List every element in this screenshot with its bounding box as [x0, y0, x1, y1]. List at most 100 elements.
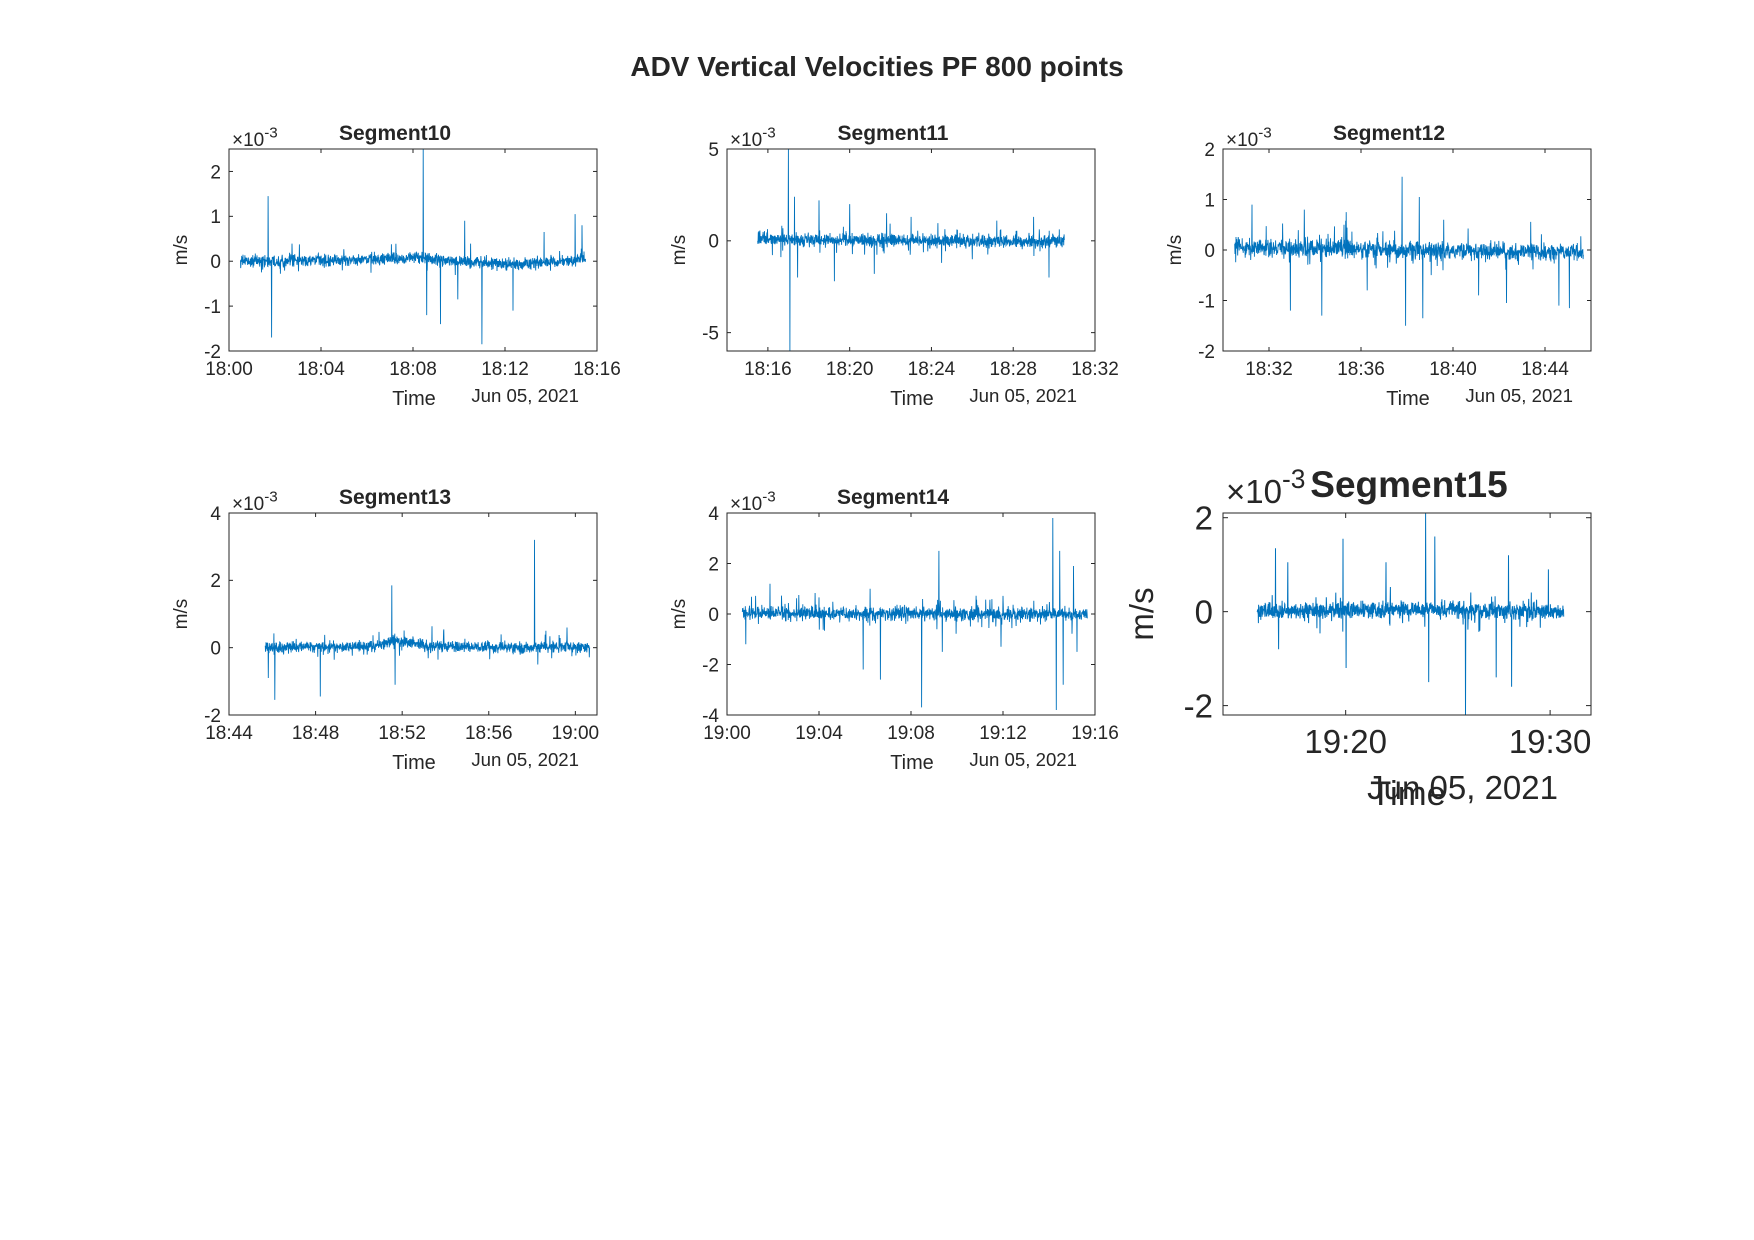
- series-line: [1234, 176, 1584, 326]
- series-line: [1256, 513, 1565, 715]
- x-tick-label: 18:08: [389, 359, 437, 380]
- x-axis-label: Time: [890, 388, 934, 410]
- x-tick-label: 18:44: [1521, 359, 1569, 380]
- y-tick-label: 0: [708, 232, 719, 253]
- y-tick-label: 0: [1204, 241, 1215, 262]
- subplot-2: -5 0 5 18:16 18:20 18:24 18:28 18:32 Segment11 ×1…: [669, 122, 1119, 410]
- y-exponent-power: -3: [264, 124, 278, 141]
- y-tick-label: 4: [708, 504, 719, 525]
- figure-title: ADV Vertical Velocities PF 800 points: [630, 51, 1123, 82]
- y-exponent-power: -3: [762, 124, 776, 141]
- series-line: [240, 149, 586, 345]
- x-axis-label: Time: [1386, 388, 1430, 410]
- x-tick-label: 19:00: [703, 723, 751, 744]
- y-exponent-label: ×10-3: [730, 124, 776, 151]
- plot-area: [229, 149, 597, 351]
- x-tick-label: 18:44: [205, 723, 253, 744]
- y-axis-label: m/s: [669, 599, 690, 630]
- x-tick-label: 19:16: [1071, 723, 1119, 744]
- x-tick-label: 19:20: [1304, 723, 1387, 760]
- y-tick-label: 0: [708, 605, 719, 626]
- y-exponent-base: ×10: [730, 130, 762, 151]
- subplot-title: Segment12: [1333, 122, 1445, 145]
- x-tick-label: 18:52: [378, 723, 426, 744]
- y-exponent-label: ×10-3: [232, 488, 278, 515]
- x-axis-label: Time: [1370, 775, 1446, 813]
- y-exponent-base: ×10: [730, 494, 762, 515]
- y-exponent-base: ×10: [232, 494, 264, 515]
- x-tick-label: 18:32: [1245, 359, 1293, 380]
- subplot-title: Segment15: [1310, 464, 1507, 505]
- y-tick-label: 2: [210, 571, 221, 592]
- series-line: [741, 517, 1088, 711]
- y-exponent-label: ×10-3: [1226, 124, 1272, 151]
- x-date-label: Jun 05, 2021: [969, 385, 1077, 406]
- y-exponent-base: ×10: [232, 130, 264, 151]
- subplot-title: Segment13: [339, 486, 451, 509]
- plot-area: [229, 513, 597, 715]
- y-tick-label: -1: [1198, 291, 1215, 312]
- series-line: [757, 149, 1065, 351]
- y-exponent-label: ×10-3: [1226, 464, 1305, 510]
- y-axis-label: m/s: [1123, 587, 1160, 640]
- y-tick-label: -2: [1198, 342, 1215, 363]
- y-tick-label: 2: [1204, 140, 1215, 161]
- x-tick-label: 18:32: [1071, 359, 1119, 380]
- x-tick-label: 18:48: [292, 723, 340, 744]
- axes-box: [726, 148, 1096, 352]
- y-tick-label: 0: [210, 252, 221, 273]
- y-tick-label: 5: [708, 140, 719, 161]
- y-exponent-base: ×10: [1226, 473, 1282, 510]
- y-exponent-power: -3: [1282, 464, 1305, 494]
- y-tick-label: 1: [210, 207, 221, 228]
- x-axis-label: Time: [392, 752, 436, 774]
- y-axis-label: m/s: [171, 235, 192, 266]
- y-axis-label: m/s: [669, 235, 690, 266]
- x-date-label: Jun 05, 2021: [1367, 769, 1558, 806]
- y-exponent-power: -3: [264, 488, 278, 505]
- x-date-label: Jun 05, 2021: [969, 749, 1077, 770]
- x-tick-label: 18:16: [573, 359, 621, 380]
- y-exponent-label: ×10-3: [730, 488, 776, 515]
- x-tick-label: 18:16: [744, 359, 792, 380]
- subplot-4: -2 0 2 4 18:44 18:48 18:52 18:56 19:00 Segment13 ×…: [171, 486, 599, 774]
- x-tick-label: 19:00: [552, 723, 600, 744]
- x-tick-label: 18:56: [465, 723, 513, 744]
- x-tick-label: 18:04: [297, 359, 345, 380]
- subplot-title: Segment11: [838, 122, 949, 145]
- x-date-label: Jun 05, 2021: [1465, 385, 1573, 406]
- x-tick-label: 18:00: [205, 359, 253, 380]
- y-exponent-base: ×10: [1226, 130, 1258, 151]
- x-tick-label: 18:20: [826, 359, 874, 380]
- y-tick-label: 2: [210, 162, 221, 183]
- y-tick-label: 4: [210, 504, 221, 525]
- subplot-1: -2 -1 0 1 2 18:00 18:04 18:08 18:12 18:16 Segment1…: [171, 122, 621, 410]
- x-axis-label: Time: [392, 388, 436, 410]
- y-exponent-label: ×10-3: [232, 124, 278, 151]
- x-tick-label: 19:12: [979, 723, 1027, 744]
- axes-box: [228, 512, 598, 716]
- x-tick-label: 18:24: [908, 359, 956, 380]
- subplot-grid: -2 -1 0 1 2 18:00 18:04 18:08 18:12 18:16 Segment1…: [171, 122, 1592, 813]
- y-tick-label: -2: [702, 655, 719, 676]
- y-exponent-power: -3: [762, 488, 776, 505]
- x-tick-label: 19:04: [795, 723, 843, 744]
- subplot-title: Segment14: [837, 486, 949, 509]
- x-tick-label: 19:30: [1509, 723, 1592, 760]
- y-tick-label: 1: [1204, 190, 1215, 211]
- x-tick-label: 18:36: [1337, 359, 1385, 380]
- y-exponent-power: -3: [1258, 124, 1272, 141]
- x-tick-label: 18:40: [1429, 359, 1477, 380]
- x-axis-label: Time: [890, 752, 934, 774]
- y-tick-label: 2: [708, 554, 719, 575]
- series-line: [264, 539, 591, 700]
- x-tick-label: 18:28: [989, 359, 1037, 380]
- y-tick-label: -2: [204, 706, 221, 727]
- subplot-5: -4 -2 0 2 4 19:00 19:04 19:08 19:12 19:16 Segment1…: [669, 486, 1119, 774]
- x-tick-label: 19:08: [887, 723, 935, 744]
- y-tick-label: -2: [1184, 687, 1213, 724]
- y-tick-label: -2: [204, 342, 221, 363]
- y-tick-label: 2: [1195, 500, 1213, 537]
